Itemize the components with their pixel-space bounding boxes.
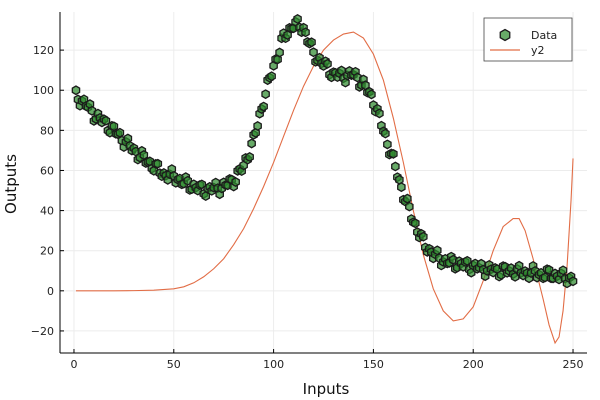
y-tick-label: 20 bbox=[40, 245, 54, 258]
y-axis-title: Outputs bbox=[2, 154, 20, 214]
y-tick-label: 80 bbox=[40, 124, 54, 137]
x-axis-title: Inputs bbox=[303, 380, 350, 398]
data-point bbox=[419, 231, 428, 242]
data-point bbox=[267, 71, 276, 82]
legend-label-y2: y2 bbox=[531, 44, 545, 57]
data-point bbox=[309, 47, 318, 58]
data-point bbox=[261, 89, 270, 100]
legend: Data y2 bbox=[483, 17, 573, 62]
data-point bbox=[558, 265, 568, 276]
data-point bbox=[411, 218, 420, 229]
axes bbox=[59, 12, 587, 354]
data-point bbox=[405, 201, 414, 212]
data-point bbox=[323, 58, 332, 69]
data-point bbox=[115, 127, 125, 138]
data-point bbox=[139, 150, 149, 160]
data-point bbox=[293, 14, 302, 24]
data-point bbox=[397, 182, 406, 193]
data-point bbox=[568, 276, 578, 287]
x-tick-label: 0 bbox=[70, 358, 77, 371]
tick-labels: 0 50 100 150 200 250 −20 0 20 40 60 80 100 120 bbox=[31, 44, 584, 371]
data-point bbox=[341, 77, 350, 88]
legend-marker-data bbox=[499, 28, 511, 42]
data-point bbox=[273, 54, 282, 65]
data-point bbox=[231, 177, 240, 187]
data-point bbox=[383, 139, 392, 150]
data-point bbox=[301, 27, 310, 38]
legend-box bbox=[483, 17, 573, 62]
data-point bbox=[153, 158, 163, 169]
series-line-y2 bbox=[75, 31, 574, 345]
y-tick-label: 120 bbox=[33, 44, 54, 57]
y2-line-path bbox=[75, 31, 574, 345]
x-tick-label: 150 bbox=[363, 358, 384, 371]
data-point bbox=[245, 152, 254, 162]
y-tick-label: −20 bbox=[31, 325, 54, 338]
y-tick-label: 60 bbox=[40, 164, 54, 177]
y-tick-label: 40 bbox=[40, 205, 54, 218]
data-point bbox=[101, 115, 111, 126]
y-tick-label: 100 bbox=[33, 84, 54, 97]
data-point bbox=[381, 128, 390, 139]
legend-label-data: Data bbox=[531, 29, 557, 42]
y-tick-label: 0 bbox=[47, 285, 54, 298]
data-point bbox=[375, 108, 384, 119]
x-tick-label: 250 bbox=[563, 358, 584, 371]
data-point bbox=[253, 121, 262, 131]
x-tick-label: 200 bbox=[463, 358, 484, 371]
data-point bbox=[259, 101, 268, 112]
x-tick-label: 50 bbox=[167, 358, 181, 371]
data-point bbox=[71, 85, 81, 96]
x-tick-label: 100 bbox=[263, 358, 284, 371]
series-scatter-data bbox=[71, 14, 578, 289]
data-point bbox=[432, 245, 442, 256]
data-point bbox=[307, 37, 316, 48]
data-point bbox=[403, 193, 412, 204]
data-point bbox=[367, 89, 376, 100]
data-point bbox=[391, 161, 400, 172]
data-point bbox=[275, 47, 284, 58]
data-point bbox=[247, 138, 256, 149]
data-point bbox=[389, 148, 398, 159]
